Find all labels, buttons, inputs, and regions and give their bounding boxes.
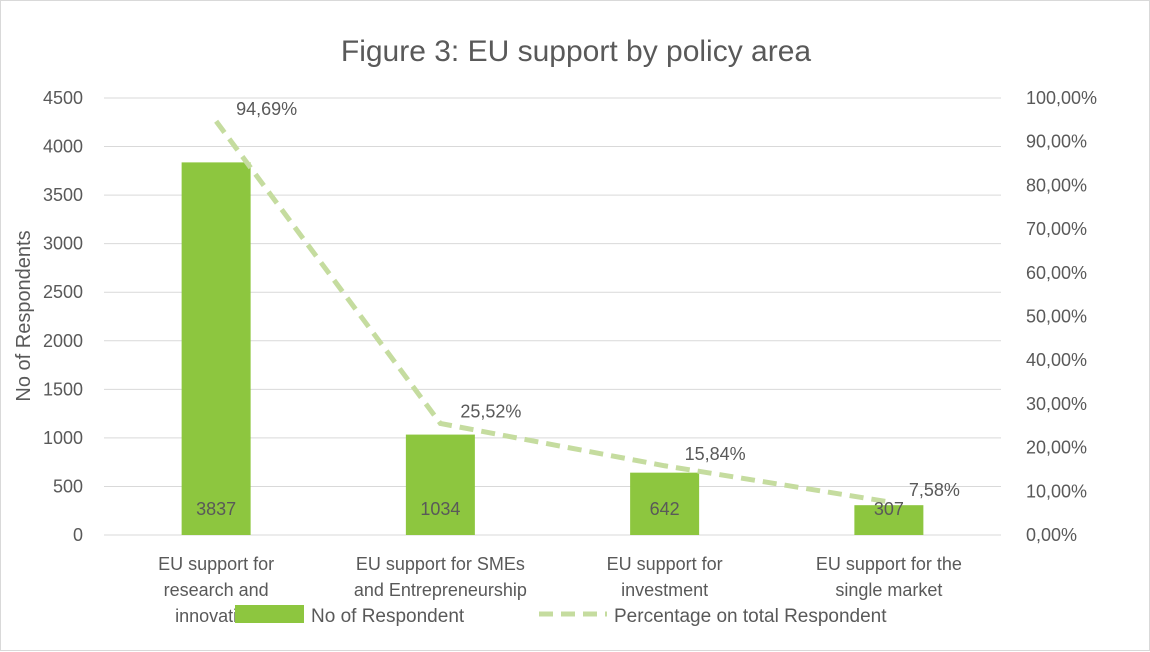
line-data-label: 15,84% <box>685 444 746 464</box>
line-data-label: 25,52% <box>460 401 521 421</box>
grid-layer <box>104 97 1001 536</box>
bar <box>630 472 700 535</box>
bar <box>854 505 924 535</box>
x-category-label: research and <box>164 580 269 600</box>
y-tick-label: 4000 <box>43 137 83 157</box>
y2-tick-label: 10,00% <box>1026 481 1087 501</box>
y-tick-label: 1500 <box>43 379 83 399</box>
y-tick-label: 1000 <box>43 428 83 448</box>
y2-tick-label: 100,00% <box>1026 88 1097 108</box>
line-data-label: 94,69% <box>236 99 297 119</box>
x-category-label: investment <box>621 580 708 600</box>
x-category-label: EU support for <box>158 554 274 574</box>
y2-tick-label: 60,00% <box>1026 263 1087 283</box>
bar-data-label: 1034 <box>420 499 460 519</box>
y2-tick-label: 40,00% <box>1026 350 1087 370</box>
bar <box>405 434 475 535</box>
y2-tick-label: 80,00% <box>1026 175 1087 195</box>
x-category-label: EU support for SMEs <box>356 554 525 574</box>
y-tick-label: 2500 <box>43 282 83 302</box>
legend-label-bar: No of Respondent <box>311 606 465 627</box>
bar-data-label: 642 <box>650 499 680 519</box>
legend: No of Respondent Percentage on total Resp… <box>235 605 887 627</box>
bar-data-label: 307 <box>874 499 904 519</box>
x-category-label: EU support for the <box>816 554 962 574</box>
y-tick-label: 3000 <box>43 234 83 254</box>
y-tick-label: 4500 <box>43 88 83 108</box>
axis-layer: 0 500 1000 1500 2000 2500 3000 3500 4000 4500 0,00… <box>43 88 1097 626</box>
y2-tick-label: 30,00% <box>1026 394 1087 414</box>
line-layer <box>214 119 890 505</box>
legend-swatch-bar <box>235 605 304 623</box>
x-category-label: and Entrepreneurship <box>354 580 527 600</box>
y2-tick-label: 70,00% <box>1026 219 1087 239</box>
y2-tick-label: 0,00% <box>1026 525 1077 545</box>
y2-tick-label: 20,00% <box>1026 438 1087 458</box>
y2-tick-label: 90,00% <box>1026 132 1087 152</box>
chart-title: Figure 3: EU support by policy area <box>341 35 812 68</box>
y-tick-label: 0 <box>73 525 83 545</box>
bar-layer <box>181 162 924 535</box>
y-tick-label: 3500 <box>43 185 83 205</box>
line-data-label: 7,58% <box>909 480 960 500</box>
bar-data-label: 3837 <box>196 499 236 519</box>
x-category-label: single market <box>835 580 942 600</box>
y2-tick-label: 50,00% <box>1026 307 1087 327</box>
bar <box>181 162 251 535</box>
legend-label-line: Percentage on total Respondent <box>614 606 887 627</box>
x-category-label: EU support for <box>607 554 723 574</box>
y-tick-label: 500 <box>53 476 83 496</box>
percentage-line <box>214 119 890 505</box>
label-layer: 3837 1034 642 307 94,69% 25,52% 15,84% 7,58% <box>196 99 960 519</box>
y-axis-label: No of Respondents <box>13 230 35 401</box>
y-tick-label: 2000 <box>43 331 83 351</box>
